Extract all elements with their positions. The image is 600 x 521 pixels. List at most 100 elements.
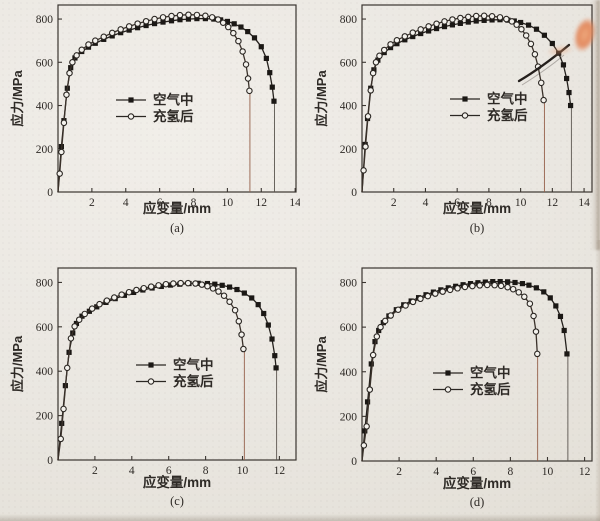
marker-filled-square	[372, 339, 378, 345]
chart-panel-d: 2 4 6 8 10 12 0 200 400 600 800 应力/MPa 应变量/mm (d) 空气中充…	[314, 267, 593, 509]
marker-open-circle	[238, 331, 245, 338]
marker-open-circle	[71, 323, 78, 330]
marker-filled-square	[267, 70, 273, 76]
marker-filled-square	[394, 41, 400, 47]
x-tick-label: 10	[515, 197, 527, 209]
marker-filled-square	[512, 279, 518, 286]
marker-filled-square	[148, 362, 154, 368]
marker-filled-square	[226, 284, 233, 290]
marker-open-circle	[366, 386, 374, 393]
marker-open-circle	[125, 23, 133, 30]
marker-filled-square	[143, 22, 149, 29]
x-tick-label: 8	[508, 466, 514, 478]
marker-open-circle	[81, 310, 89, 318]
marker-filled-square	[269, 336, 275, 342]
x-tick-label: 12	[547, 197, 559, 209]
marker-open-circle	[92, 37, 99, 44]
y-tick-label: 400	[340, 367, 358, 379]
marker-open-circle	[454, 285, 461, 292]
marker-filled-square	[364, 399, 371, 405]
x-tick-label: 12	[579, 466, 591, 478]
x-tick-label: 10	[542, 466, 554, 478]
marker-open-circle	[244, 75, 252, 82]
marker-filled-square	[185, 16, 192, 22]
marker-filled-square	[489, 17, 495, 23]
marker-open-circle	[177, 279, 184, 287]
panel-caption: (d)	[470, 495, 485, 509]
y-tick-label: 800	[36, 14, 54, 26]
marker-open-circle	[117, 26, 124, 33]
marker-open-circle	[134, 20, 141, 27]
x-tick-label: 12	[274, 465, 286, 477]
x-tick-label: 6	[157, 197, 163, 209]
y-tick-label: 400	[340, 101, 358, 113]
marker-open-circle	[63, 364, 71, 372]
marker-open-circle	[532, 328, 540, 335]
marker-open-circle	[96, 300, 103, 308]
x-tick-label: 4	[433, 466, 439, 478]
marker-filled-square	[445, 370, 451, 376]
marker-filled-square	[553, 303, 559, 309]
marker-filled-square	[561, 327, 567, 334]
marker-open-circle	[534, 63, 542, 70]
marker-open-circle	[488, 12, 496, 20]
marker-open-circle	[360, 442, 368, 449]
axes-box	[57, 4, 297, 193]
legend-label: 充氢后	[153, 108, 194, 124]
marker-open-circle	[118, 291, 125, 298]
marker-filled-square	[481, 17, 487, 23]
marker-open-circle	[226, 298, 233, 305]
marker-open-circle	[57, 435, 65, 443]
marker-filled-square	[271, 98, 277, 104]
marker-open-circle	[497, 282, 505, 290]
marker-open-circle	[367, 87, 374, 94]
marker-filled-square	[525, 22, 532, 28]
marker-open-circle	[432, 290, 439, 297]
marker-filled-square	[402, 37, 408, 43]
marker-filled-square	[462, 96, 468, 102]
legend-label: 空气中	[487, 91, 528, 107]
marker-filled-square	[261, 310, 267, 317]
marker-open-circle	[198, 281, 206, 288]
marker-open-circle	[67, 335, 75, 342]
y-tick-label: 0	[351, 456, 357, 468]
series-line	[57, 282, 245, 461]
marker-filled-square	[490, 279, 496, 285]
marker-filled-square	[265, 322, 271, 328]
marker-open-circle	[491, 281, 498, 289]
marker-open-circle	[231, 306, 239, 314]
marker-filled-square	[128, 97, 134, 103]
marker-filled-square	[441, 24, 448, 30]
x-tick-label: 12	[256, 197, 268, 209]
marker-open-circle	[78, 46, 85, 54]
legend-label: 空气中	[153, 92, 194, 108]
series-line	[361, 280, 568, 462]
marker-open-circle	[170, 280, 177, 287]
marker-filled-square	[410, 33, 416, 40]
marker-open-circle	[85, 41, 92, 48]
x-tick-label: 8	[486, 197, 492, 209]
marker-open-circle	[220, 292, 228, 299]
marker-filled-square	[465, 19, 471, 25]
marker-open-circle	[433, 20, 440, 28]
marker-open-circle	[372, 59, 380, 66]
marker-open-circle	[168, 12, 175, 20]
marker-open-circle	[472, 12, 480, 20]
chart-panel-a: 2 4 6 8 10 12 14 0 200 400 600 800 应力/MPa 应变量/mm (a) 空气…	[10, 4, 300, 235]
marker-filled-square	[269, 84, 275, 90]
chart-panel-c: 2 4 6 8 10 12 0 200 400 600 800 应力/MPa 应变量/mm (c) 空气中充…	[10, 267, 297, 508]
marker-open-circle	[140, 284, 148, 292]
marker-open-circle	[111, 294, 118, 301]
marker-filled-square	[255, 302, 261, 308]
marker-filled-square	[475, 280, 481, 286]
marker-open-circle	[142, 17, 150, 25]
marker-open-circle	[483, 281, 491, 289]
marker-filled-square	[533, 26, 540, 32]
marker-open-circle	[409, 298, 417, 306]
panel-caption: (b)	[470, 221, 485, 235]
marker-open-circle	[56, 170, 63, 177]
marker-open-circle	[73, 52, 80, 59]
marker-open-circle	[133, 286, 140, 294]
marker-filled-square	[482, 279, 488, 285]
legend-label: 充氢后	[173, 373, 214, 389]
